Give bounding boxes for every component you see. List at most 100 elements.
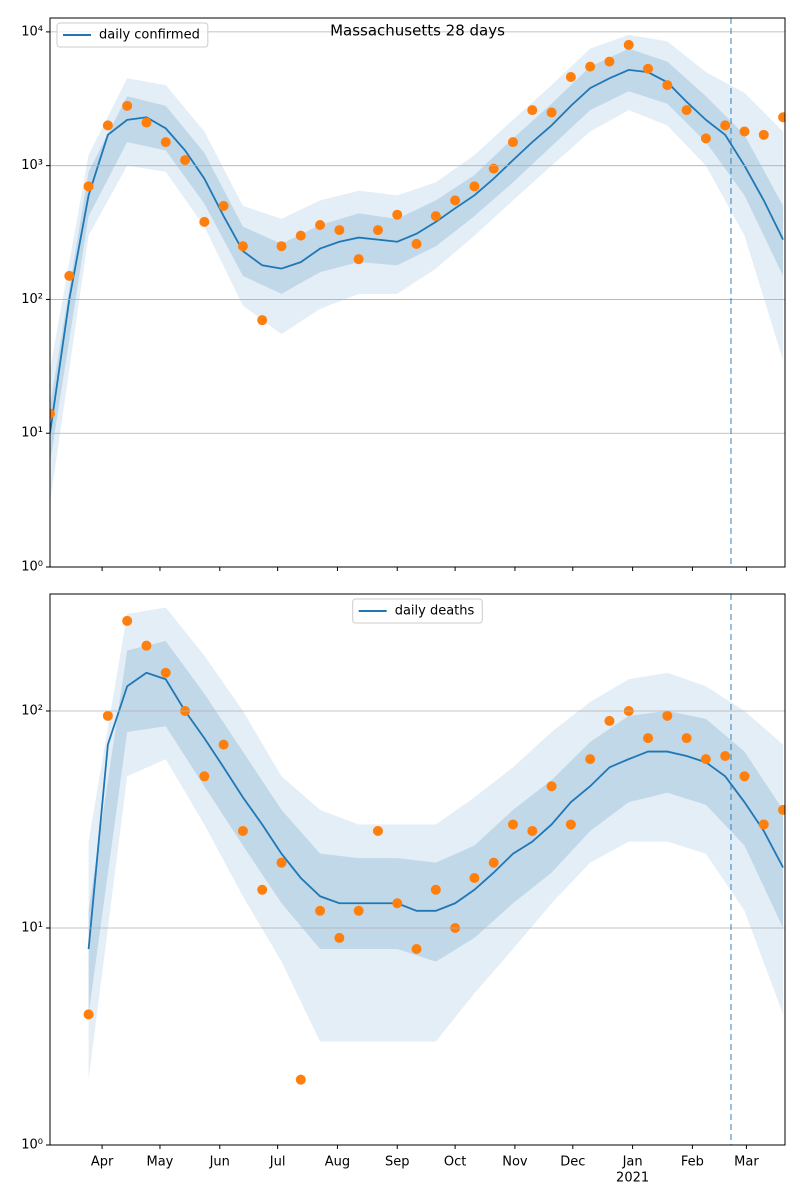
observed-point [257,884,268,895]
observed-point [700,754,711,765]
observed-point [122,100,133,111]
x-tick-label: Nov [502,1155,528,1170]
observed-point [681,105,692,116]
plot-area [83,607,785,1085]
plot-area [50,34,785,504]
model-line [87,671,784,950]
chart-title: Massachusetts 28 days [330,22,505,40]
observed-point [469,872,480,883]
observed-point [565,819,576,830]
x-tick-label: Jun [209,1155,230,1170]
observed-point [546,781,557,792]
observed-point [102,710,113,721]
observed-point [411,238,422,249]
observed-point [643,63,654,74]
x-tick-label: Feb [681,1155,704,1170]
observed-point [334,225,345,236]
uncertainty-band [50,34,784,504]
observed-point [758,129,769,140]
y-tick-label: 10¹ [21,426,43,441]
y-tick-label: 10⁰ [21,560,43,575]
axes-frame [49,17,786,568]
observed-point [585,754,596,765]
x-tick-label: Dec [560,1155,585,1170]
y-tick-label: 10⁰ [21,1138,43,1153]
observed-point [218,200,229,211]
observed-point [778,804,785,815]
legend-box [352,598,483,624]
x-tick-label: Mar [734,1155,759,1170]
observed-point [450,195,461,206]
y-tick-label: 10² [21,292,43,307]
observed-point [739,126,750,137]
observed-point [141,117,152,128]
legend: daily confirmed [56,22,209,48]
observed-point [546,107,557,118]
observed-point [353,905,364,916]
observed-point [488,163,499,174]
x-tick-label: Jan [622,1155,643,1170]
model-line [50,68,784,434]
y-tick-label: 10³ [21,158,43,173]
observed-point [102,120,113,131]
observed-point [681,733,692,744]
observed-point [50,408,55,419]
observed-point [315,905,326,916]
observed-point [83,1009,94,1020]
observed-point [218,739,229,750]
x-tick-label: Apr [91,1155,114,1170]
observed-point [392,209,403,220]
observed-point [160,137,171,148]
observed-point [141,640,152,651]
observed-point [643,733,654,744]
observed-point [604,715,615,726]
x-year-label: 2021 [616,1171,649,1186]
observed-point [507,819,518,830]
observed-point [585,61,596,72]
observed-point [430,884,441,895]
observed-point [507,137,518,148]
observed-point [565,72,576,83]
observed-point [604,56,615,67]
observed-point [295,1074,306,1085]
observed-point [64,270,75,281]
observed-point [488,857,499,868]
observed-point [372,825,383,836]
observed-point [295,230,306,241]
y-tick-label: 10² [21,703,43,718]
observed-point [276,857,287,868]
observed-point [237,241,248,252]
y-tick-label: 10⁴ [21,24,43,39]
observed-point [353,254,364,265]
legend-box [56,22,209,48]
x-tick-label: Jul [269,1155,286,1170]
observed-point [778,112,785,123]
observed-point [180,155,191,166]
x-tick-label: Sep [385,1155,410,1170]
legend-label: daily deaths [395,604,475,619]
observed-point [160,667,171,678]
observed-point [623,39,634,50]
x-tick-label: May [147,1155,174,1170]
observed-point [334,932,345,943]
axes-frame [49,593,786,1146]
uncertainty-band [88,641,784,1015]
observed-point [700,133,711,144]
observed-point [469,181,480,192]
observed-point [237,825,248,836]
observed-point [527,105,538,116]
legend-label: daily confirmed [99,28,200,43]
observed-point [315,220,326,231]
observed-point [527,825,538,836]
observed-point [662,710,673,721]
observed-point [257,315,268,326]
observed-point [83,181,94,192]
observed-point [411,944,422,955]
observed-point [276,241,287,252]
y-tick-label: 10¹ [21,920,43,935]
observed-point [662,80,673,91]
observed-point [430,211,441,222]
x-tick-label: Oct [444,1155,466,1170]
legend: daily deaths [352,598,483,624]
